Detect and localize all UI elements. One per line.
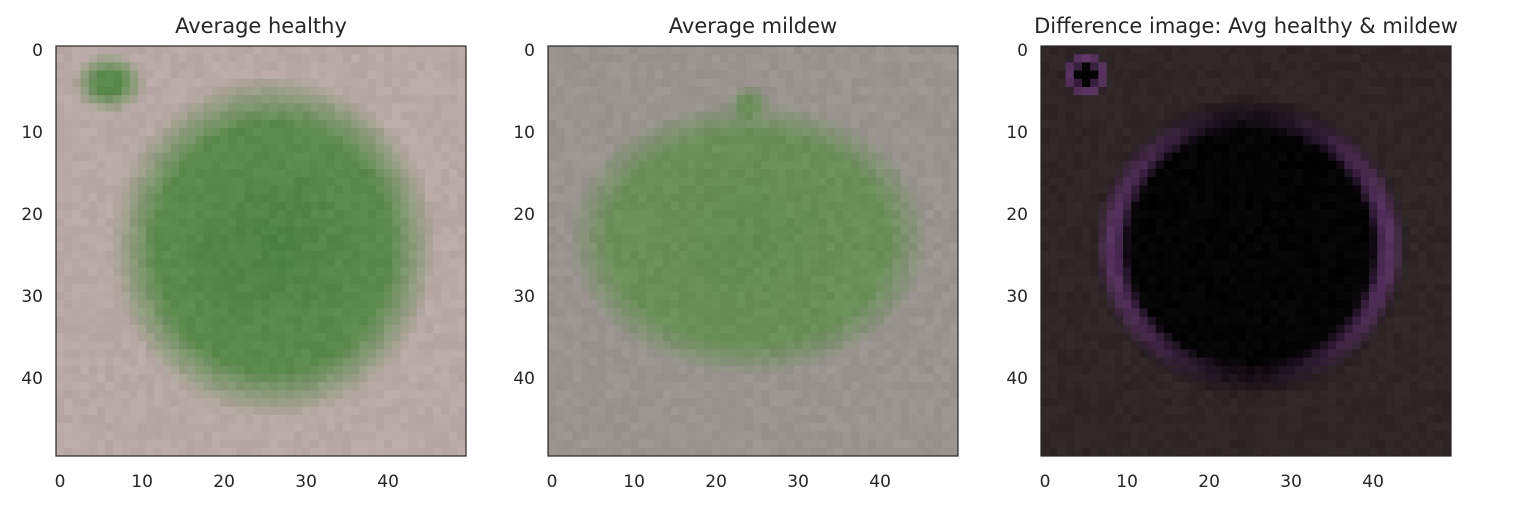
x-tick-label: 0	[1040, 472, 1051, 492]
y-tick-label: 30	[1006, 287, 1028, 307]
y-tick-label: 10	[1006, 123, 1028, 143]
x-tick-label: 30	[295, 472, 317, 492]
y-tick-label: 10	[21, 123, 43, 143]
y-tick-label: 0	[1017, 41, 1028, 61]
x-tick-label: 30	[1280, 472, 1302, 492]
y-tick-label: 40	[513, 369, 535, 389]
x-tick-label: 20	[213, 472, 235, 492]
subplot-1: Average healthy 0 10 20 30 40 0 10 20 30 40	[21, 14, 467, 492]
y-tick-label: 30	[21, 287, 43, 307]
y-tick-label: 30	[513, 287, 535, 307]
subplot-title: Difference image: Avg healthy & mildew	[1034, 14, 1458, 38]
image-pixels	[56, 46, 466, 456]
y-tick-label: 20	[513, 205, 535, 225]
x-tick-label: 10	[623, 472, 645, 492]
axes-frame	[1040, 45, 1452, 457]
y-tick-label: 20	[1006, 205, 1028, 225]
x-tick-label: 40	[869, 472, 891, 492]
image-pixels	[548, 46, 958, 456]
subplot-3: Difference image: Avg healthy & mildew 0 1…	[1006, 14, 1458, 492]
x-tick-label: 0	[547, 472, 558, 492]
x-tick-label: 40	[377, 472, 399, 492]
axes-frame	[55, 45, 467, 457]
y-tick-label: 40	[1006, 369, 1028, 389]
y-tick-label: 40	[21, 369, 43, 389]
x-tick-label: 0	[55, 472, 66, 492]
x-tick-label: 20	[1198, 472, 1220, 492]
y-tick-label: 10	[513, 123, 535, 143]
x-tick-label: 40	[1362, 472, 1384, 492]
image-pixels	[1041, 46, 1451, 456]
y-tick-label: 0	[524, 41, 535, 61]
x-tick-label: 10	[131, 472, 153, 492]
y-tick-label: 20	[21, 205, 43, 225]
x-tick-label: 20	[705, 472, 727, 492]
axes-frame	[547, 45, 959, 457]
y-tick-label: 0	[32, 41, 43, 61]
x-tick-label: 10	[1116, 472, 1138, 492]
subplot-title: Average healthy	[175, 14, 347, 38]
x-tick-label: 30	[787, 472, 809, 492]
subplot-title: Average mildew	[669, 14, 837, 38]
subplot-2: Average mildew 0 10 20 30 40 0 10 20 30 40	[513, 14, 959, 492]
